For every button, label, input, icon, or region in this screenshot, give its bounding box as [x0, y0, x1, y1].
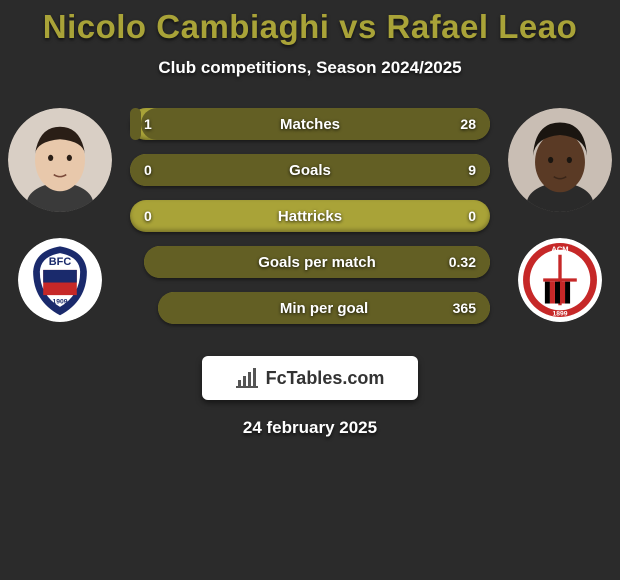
stat-label: Goals per match	[258, 254, 376, 271]
player-right-face-icon	[508, 108, 612, 212]
svg-text:1899: 1899	[553, 310, 568, 317]
club-left-crest-icon: BFC 1909	[18, 238, 102, 322]
stat-value-right: 9	[468, 162, 476, 178]
stat-value-right: 0.32	[449, 254, 476, 270]
svg-text:ACM: ACM	[551, 244, 568, 253]
stat-label: Matches	[280, 116, 340, 133]
stat-label: Hattricks	[278, 208, 342, 225]
comparison-title: Nicolo Cambiaghi vs Rafael Leao	[0, 0, 620, 46]
chart-icon	[236, 368, 260, 388]
comparison-date: 24 february 2025	[0, 418, 620, 438]
stat-label: Min per goal	[280, 300, 368, 317]
club-right-crest-icon: ACM 1899	[518, 238, 602, 322]
club-left-badge: BFC 1909	[18, 238, 102, 322]
stat-bars: 1 Matches 28 0 Goals 9 0 Hattricks 0 Goals per ma…	[130, 108, 490, 338]
stat-row: 0 Goals 9	[130, 154, 490, 186]
stat-row: Min per goal 365	[158, 292, 490, 324]
stat-row: 1 Matches 28	[130, 108, 490, 140]
stat-fill-left	[130, 108, 141, 140]
svg-text:BFC: BFC	[49, 256, 72, 268]
stat-value-left: 0	[144, 162, 152, 178]
stat-value-right: 28	[460, 116, 476, 132]
player-left-face-icon	[8, 108, 112, 212]
player-left-avatar	[8, 108, 112, 212]
club-right-badge: ACM 1899	[518, 238, 602, 322]
watermark-badge: FcTables.com	[202, 356, 418, 400]
player-right-avatar	[508, 108, 612, 212]
comparison-content: BFC 1909 ACM 1899 1 Matches 28 0 Goals 9 0 Hatt…	[0, 108, 620, 338]
stat-value-left: 1	[144, 116, 152, 132]
stat-value-right: 0	[468, 208, 476, 224]
stat-label: Goals	[289, 162, 331, 179]
stat-value-right: 365	[453, 300, 476, 316]
stat-value-left: 0	[144, 208, 152, 224]
comparison-subtitle: Club competitions, Season 2024/2025	[0, 58, 620, 78]
svg-text:1909: 1909	[53, 299, 68, 306]
watermark-text: FcTables.com	[266, 368, 385, 389]
stat-row: 0 Hattricks 0	[130, 200, 490, 232]
stat-row: Goals per match 0.32	[144, 246, 490, 278]
